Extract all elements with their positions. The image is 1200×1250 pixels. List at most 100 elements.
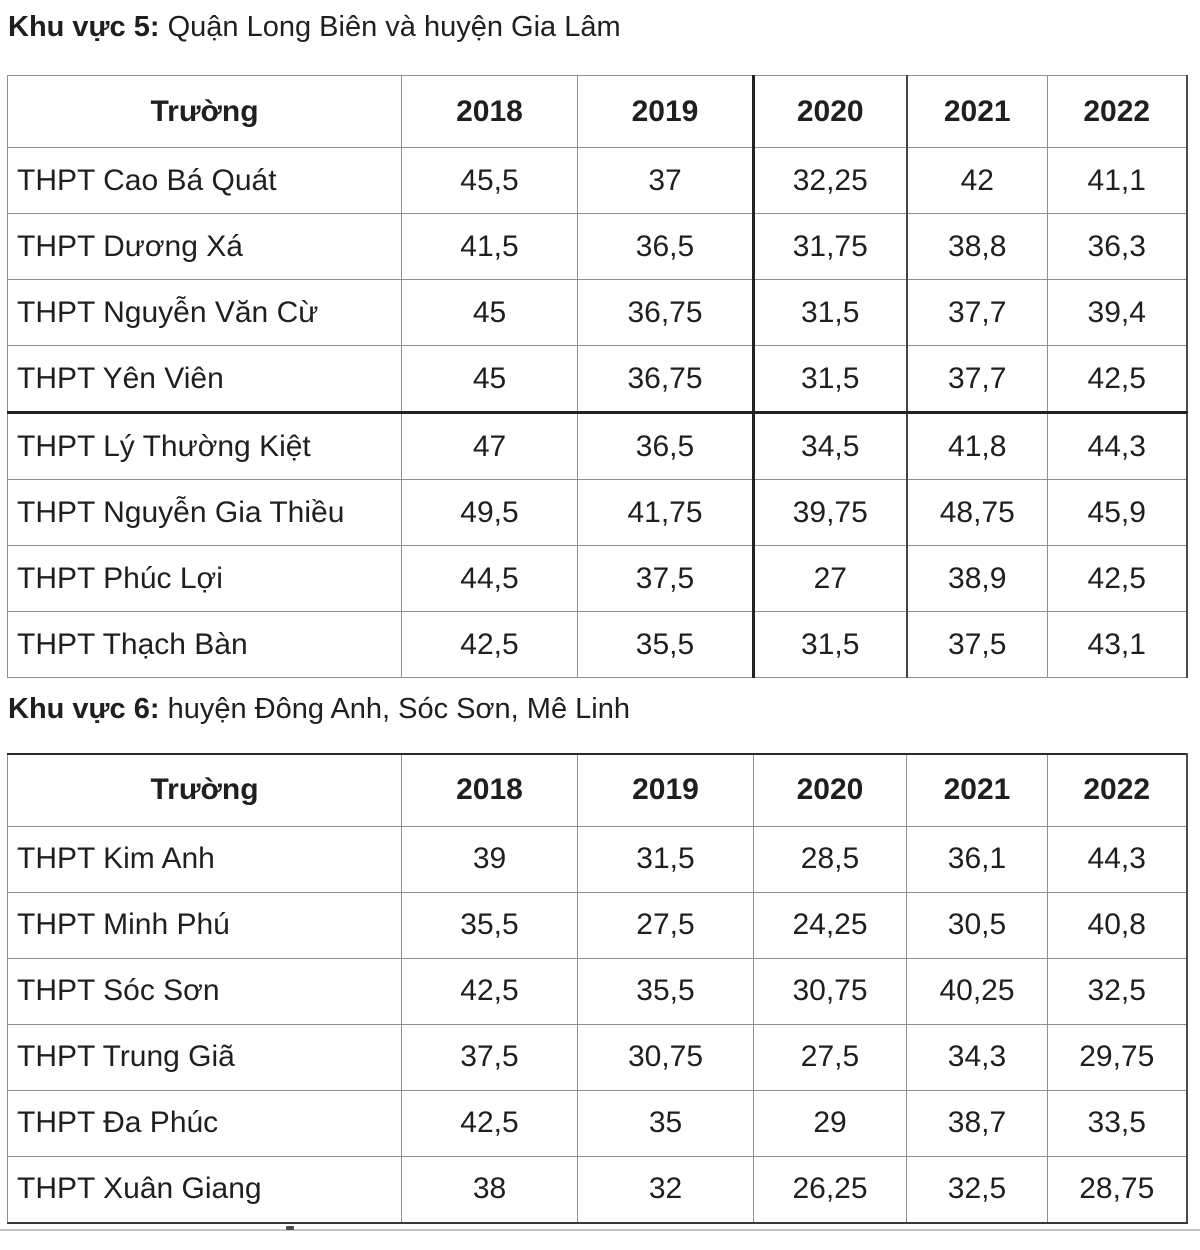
score-cell: 32,25 (752, 147, 907, 215)
score-cell: 37,5 (401, 1023, 578, 1091)
school-name-cell: THPT Minh Phú (7, 891, 402, 959)
column-header-school: Trường (7, 75, 402, 149)
score-cell: 44,5 (401, 545, 578, 613)
region-5-description: Quận Long Biên và huyện Gia Lâm (159, 11, 621, 43)
school-name-cell: THPT Cao Bá Quát (7, 147, 402, 215)
score-cell: 32 (577, 1155, 754, 1224)
score-cell: 44,3 (1047, 825, 1187, 893)
score-cell: 35,5 (401, 891, 578, 959)
score-cell: 26,25 (753, 1155, 907, 1224)
table-row: THPT Nguyễn Văn Cừ 45 36,75 31,5 37,7 39,4 (7, 279, 1187, 347)
score-cell: 30,75 (577, 1023, 754, 1091)
score-cell: 33,5 (1047, 1089, 1187, 1157)
score-cell: 42,5 (401, 1089, 578, 1157)
table-row: THPT Cao Bá Quát 45,5 37 32,25 42 41,1 (7, 147, 1187, 215)
score-cell: 35 (577, 1089, 754, 1157)
table-row: THPT Dương Xá 41,5 36,5 31,75 38,8 36,3 (7, 213, 1187, 281)
column-header-2019: 2019 (577, 75, 754, 149)
score-cell: 34,5 (752, 412, 907, 481)
score-cell: 38 (401, 1155, 578, 1224)
table-row: THPT Đa Phúc 42,5 35 29 38,7 33,5 (7, 1089, 1187, 1157)
score-cell: 24,25 (753, 891, 907, 959)
column-header-school: Trường (7, 753, 402, 827)
region-5-label: Khu vực 5: (8, 11, 160, 43)
score-cell: 31,75 (752, 213, 907, 281)
table-row: THPT Lý Thường Kiệt 47 36,5 34,5 41,8 44,3 (7, 412, 1187, 481)
score-cell: 38,8 (905, 213, 1048, 281)
score-cell: 42,5 (401, 957, 578, 1025)
table-row: THPT Yên Viên 45 36,75 31,5 37,7 42,5 (7, 345, 1187, 415)
score-cell: 31,5 (577, 825, 754, 893)
school-name-cell: THPT Lý Thường Kiệt (7, 412, 402, 481)
score-cell: 41,75 (577, 479, 754, 547)
school-name-cell: THPT Kim Anh (7, 825, 402, 893)
score-cell: 36,1 (906, 825, 1048, 893)
score-cell: 35,5 (577, 957, 754, 1025)
school-name-cell: THPT Thạch Bàn (7, 611, 402, 679)
score-cell: 42,5 (401, 611, 578, 679)
column-header-2021: 2021 (905, 75, 1048, 149)
score-cell: 35,5 (577, 611, 754, 679)
score-cell: 34,3 (906, 1023, 1048, 1091)
score-cell: 27 (752, 545, 907, 613)
score-cell: 38,9 (905, 545, 1048, 613)
table-row: THPT Phúc Lợi 44,5 37,5 27 38,9 42,5 (7, 545, 1187, 613)
table-row: THPT Kim Anh 39 31,5 28,5 36,1 44,3 (7, 825, 1187, 893)
score-cell: 41,1 (1047, 147, 1187, 215)
school-name-cell: THPT Sóc Sơn (7, 957, 402, 1025)
table-row: THPT Nguyễn Gia Thiều 49,5 41,75 39,75 48,75… (7, 479, 1187, 547)
score-cell: 37,5 (905, 611, 1048, 679)
score-cell: 45 (401, 345, 578, 415)
score-cell: 36,75 (577, 345, 754, 415)
school-name-cell: THPT Nguyễn Gia Thiều (7, 479, 402, 547)
score-cell: 28,75 (1047, 1155, 1187, 1224)
column-header-2020: 2020 (753, 753, 907, 827)
school-name-cell: THPT Đa Phúc (7, 1089, 402, 1157)
column-header-2022: 2022 (1047, 75, 1187, 149)
school-name-cell: THPT Dương Xá (7, 213, 402, 281)
score-cell: 37,7 (905, 345, 1048, 415)
score-cell: 42,5 (1047, 545, 1187, 613)
score-cell: 44,3 (1047, 412, 1187, 481)
score-cell: 47 (401, 412, 578, 481)
header-row: Trường 2018 2019 2020 2021 2022 (7, 753, 1187, 827)
score-cell: 48,75 (905, 479, 1048, 547)
score-cell: 27,5 (577, 891, 754, 959)
cutoff-next-content (0, 1225, 1200, 1231)
column-header-2022: 2022 (1047, 753, 1187, 827)
score-cell: 31,5 (752, 345, 907, 415)
scores-table-region-5: Trường 2018 2019 2020 2021 2022 THPT Cao… (7, 75, 1188, 679)
header-row: Trường 2018 2019 2020 2021 2022 (7, 75, 1187, 149)
score-cell: 49,5 (401, 479, 578, 547)
score-cell: 38,7 (906, 1089, 1048, 1157)
table-row: THPT Thạch Bàn 42,5 35,5 31,5 37,5 43,1 (7, 611, 1187, 679)
score-cell: 28,5 (753, 825, 907, 893)
score-cell: 32,5 (906, 1155, 1048, 1224)
score-cell: 42,5 (1047, 345, 1187, 415)
score-cell: 32,5 (1047, 957, 1187, 1025)
section-title-region-5: Khu vực 5: Quận Long Biên và huyện Gia L… (8, 11, 1200, 44)
region-6-description: huyện Đông Anh, Sóc Sơn, Mê Linh (159, 693, 630, 726)
column-header-2018: 2018 (401, 753, 578, 827)
school-name-cell: THPT Xuân Giang (7, 1155, 402, 1224)
score-cell: 40,8 (1047, 891, 1187, 959)
score-cell: 31,5 (752, 611, 907, 679)
score-cell: 36,5 (577, 213, 754, 281)
score-cell: 29,75 (1047, 1023, 1187, 1091)
score-cell: 37,7 (905, 279, 1048, 347)
score-cell: 43,1 (1047, 611, 1187, 679)
school-name-cell: THPT Trung Giã (7, 1023, 402, 1091)
column-header-2021: 2021 (906, 753, 1048, 827)
column-header-2018: 2018 (401, 75, 578, 149)
score-cell: 45 (401, 279, 578, 347)
score-cell: 40,25 (906, 957, 1048, 1025)
school-name-cell: THPT Phúc Lợi (7, 545, 402, 613)
table-row: THPT Xuân Giang 38 32 26,25 32,5 28,75 (7, 1155, 1187, 1224)
page: Khu vực 5: Quận Long Biên và huyện Gia L… (0, 11, 1200, 1231)
score-cell: 42 (905, 147, 1048, 215)
table-head: Trường 2018 2019 2020 2021 2022 (7, 753, 1187, 827)
score-cell: 27,5 (753, 1023, 907, 1091)
table-row: THPT Sóc Sơn 42,5 35,5 30,75 40,25 32,5 (7, 957, 1187, 1025)
school-name-cell: THPT Yên Viên (7, 345, 402, 415)
score-cell: 30,75 (753, 957, 907, 1025)
